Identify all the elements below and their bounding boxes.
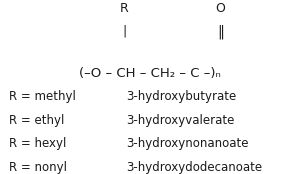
Text: R = ethyl: R = ethyl xyxy=(9,114,64,127)
Text: ‖: ‖ xyxy=(217,24,224,39)
Text: O: O xyxy=(216,2,225,15)
Text: 3-hydroxydodecanoate: 3-hydroxydodecanoate xyxy=(126,161,262,174)
Text: 3-hydroxynonanoate: 3-hydroxynonanoate xyxy=(126,137,248,151)
Text: (–O – CH – CH₂ – C –)ₙ: (–O – CH – CH₂ – C –)ₙ xyxy=(79,67,221,80)
Text: R: R xyxy=(120,2,129,15)
Text: |: | xyxy=(122,25,127,38)
Text: 3-hydroxyvalerate: 3-hydroxyvalerate xyxy=(126,114,234,127)
Text: R = methyl: R = methyl xyxy=(9,90,76,104)
Text: R = hexyl: R = hexyl xyxy=(9,137,66,151)
Text: R = nonyl: R = nonyl xyxy=(9,161,67,174)
Text: 3-hydroxybutyrate: 3-hydroxybutyrate xyxy=(126,90,236,104)
